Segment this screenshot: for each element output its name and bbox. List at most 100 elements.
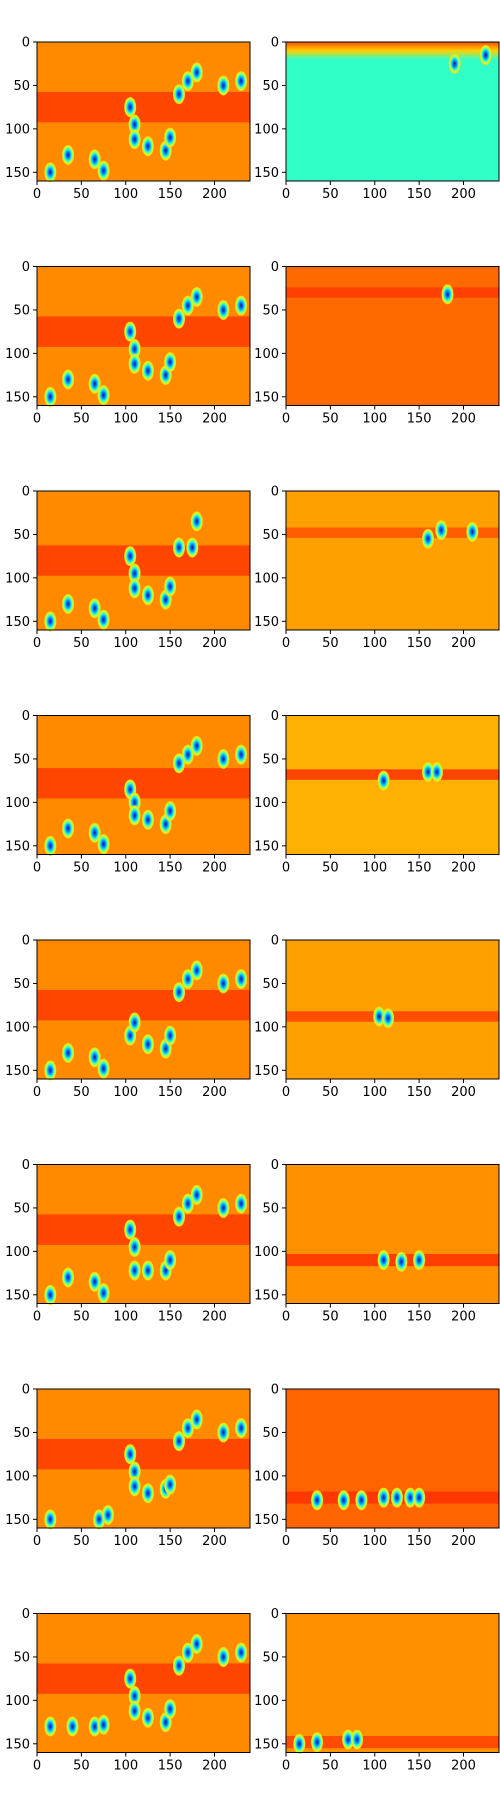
x-tick-label: 150 bbox=[158, 1534, 183, 1549]
y-tick-label: 50 bbox=[262, 1426, 279, 1441]
x-tick-label: 50 bbox=[322, 636, 339, 651]
activation-blob bbox=[141, 1034, 154, 1055]
x-tick-label: 50 bbox=[73, 1085, 90, 1100]
x-tick-label: 100 bbox=[362, 1310, 387, 1325]
activation-blob bbox=[235, 71, 248, 92]
axes-frame bbox=[285, 41, 500, 182]
activation-blob bbox=[44, 1060, 57, 1081]
activation-blob bbox=[44, 611, 57, 632]
activation-blob bbox=[181, 1642, 194, 1663]
activation-blob bbox=[44, 162, 57, 183]
y-tick-label: 50 bbox=[262, 752, 279, 767]
y-tick-label: 50 bbox=[13, 752, 30, 767]
axes-frame bbox=[36, 1388, 251, 1529]
activation-band bbox=[286, 1735, 499, 1749]
activation-blob bbox=[88, 373, 101, 394]
activation-blob bbox=[62, 369, 75, 390]
x-tick-label: 50 bbox=[322, 412, 339, 427]
y-tick-label: 0 bbox=[22, 1607, 30, 1622]
x-tick-label: 150 bbox=[158, 636, 183, 651]
y-tick-label: 0 bbox=[271, 709, 279, 724]
x-tick-label: 100 bbox=[113, 412, 138, 427]
x-tick-label: 100 bbox=[113, 861, 138, 876]
x-tick-label: 200 bbox=[451, 1085, 476, 1100]
activation-blob bbox=[164, 1025, 177, 1046]
x-tick-label: 0 bbox=[282, 1085, 290, 1100]
activation-blob bbox=[62, 1042, 75, 1063]
activation-blob bbox=[128, 1476, 141, 1497]
activation-blob bbox=[128, 129, 141, 150]
activation-blob bbox=[164, 1250, 177, 1271]
y-tick-label: 100 bbox=[5, 122, 30, 137]
x-tick-label: 200 bbox=[202, 1759, 227, 1774]
activation-band bbox=[37, 989, 250, 1021]
activation-band bbox=[37, 545, 250, 576]
x-tick-label: 0 bbox=[33, 412, 41, 427]
x-tick-label: 150 bbox=[158, 861, 183, 876]
x-tick-label: 200 bbox=[451, 187, 476, 202]
x-tick-label: 150 bbox=[407, 187, 432, 202]
activation-blob bbox=[128, 805, 141, 826]
activation-blob bbox=[217, 1422, 230, 1443]
y-tick-label: 150 bbox=[254, 390, 279, 405]
x-tick-label: 100 bbox=[362, 1534, 387, 1549]
activation-blob bbox=[430, 761, 443, 782]
y-tick-label: 0 bbox=[22, 36, 30, 51]
x-tick-label: 150 bbox=[407, 1534, 432, 1549]
y-tick-label: 150 bbox=[5, 615, 30, 630]
activation-blob bbox=[141, 136, 154, 157]
y-tick-label: 100 bbox=[5, 347, 30, 362]
activation-blob bbox=[479, 45, 492, 66]
x-tick-label: 150 bbox=[158, 1759, 183, 1774]
activation-blob bbox=[128, 1012, 141, 1033]
activation-band bbox=[37, 1438, 250, 1470]
activation-blob bbox=[164, 352, 177, 373]
x-tick-label: 0 bbox=[33, 187, 41, 202]
y-tick-label: 100 bbox=[5, 1020, 30, 1035]
y-tick-label: 100 bbox=[254, 1245, 279, 1260]
activation-blob bbox=[382, 1008, 395, 1029]
x-tick-label: 0 bbox=[33, 1534, 41, 1549]
axes-frame bbox=[285, 939, 500, 1080]
activation-blob bbox=[66, 1716, 79, 1737]
x-tick-label: 150 bbox=[158, 412, 183, 427]
activation-band bbox=[286, 287, 499, 298]
y-tick-label: 150 bbox=[254, 1737, 279, 1752]
activation-blob bbox=[190, 511, 203, 532]
axes-frame bbox=[285, 1388, 500, 1529]
activation-blob bbox=[441, 284, 454, 305]
heatmap-panel-r4-c1: 0 50 100 150 200 0 50 100 150 bbox=[5, 709, 251, 876]
y-tick-label: 0 bbox=[271, 1607, 279, 1622]
activation-blob bbox=[164, 576, 177, 597]
x-tick-label: 50 bbox=[73, 861, 90, 876]
activation-blob bbox=[404, 1487, 417, 1508]
activation-blob bbox=[235, 1418, 248, 1439]
x-tick-label: 150 bbox=[158, 1085, 183, 1100]
activation-band bbox=[37, 316, 250, 347]
activation-blob bbox=[413, 1487, 426, 1508]
x-tick-label: 150 bbox=[158, 187, 183, 202]
heatmap-panel-r7-c2: 0 50 100 150 200 0 50 100 150 bbox=[254, 1383, 500, 1549]
activation-blob bbox=[181, 1193, 194, 1214]
activation-blob bbox=[97, 834, 110, 855]
x-tick-label: 50 bbox=[322, 1534, 339, 1549]
x-tick-label: 200 bbox=[451, 1759, 476, 1774]
x-tick-label: 200 bbox=[451, 636, 476, 651]
activation-blob bbox=[217, 299, 230, 320]
x-tick-label: 0 bbox=[282, 187, 290, 202]
y-tick-label: 150 bbox=[5, 839, 30, 854]
x-tick-label: 100 bbox=[113, 187, 138, 202]
heatmap-panel-r4-c2: 0 50 100 150 200 0 50 100 150 bbox=[254, 709, 500, 876]
activation-blob bbox=[124, 97, 137, 118]
y-tick-label: 0 bbox=[271, 1158, 279, 1173]
activation-blob bbox=[173, 537, 185, 558]
activation-blob bbox=[190, 1633, 203, 1654]
panel-background bbox=[286, 1613, 499, 1753]
y-tick-label: 150 bbox=[254, 1064, 279, 1079]
y-tick-label: 150 bbox=[5, 390, 30, 405]
activation-band bbox=[37, 91, 250, 123]
activation-blob bbox=[88, 149, 101, 170]
x-tick-label: 200 bbox=[202, 861, 227, 876]
activation-blob bbox=[124, 1668, 137, 1689]
y-tick-label: 0 bbox=[271, 36, 279, 51]
